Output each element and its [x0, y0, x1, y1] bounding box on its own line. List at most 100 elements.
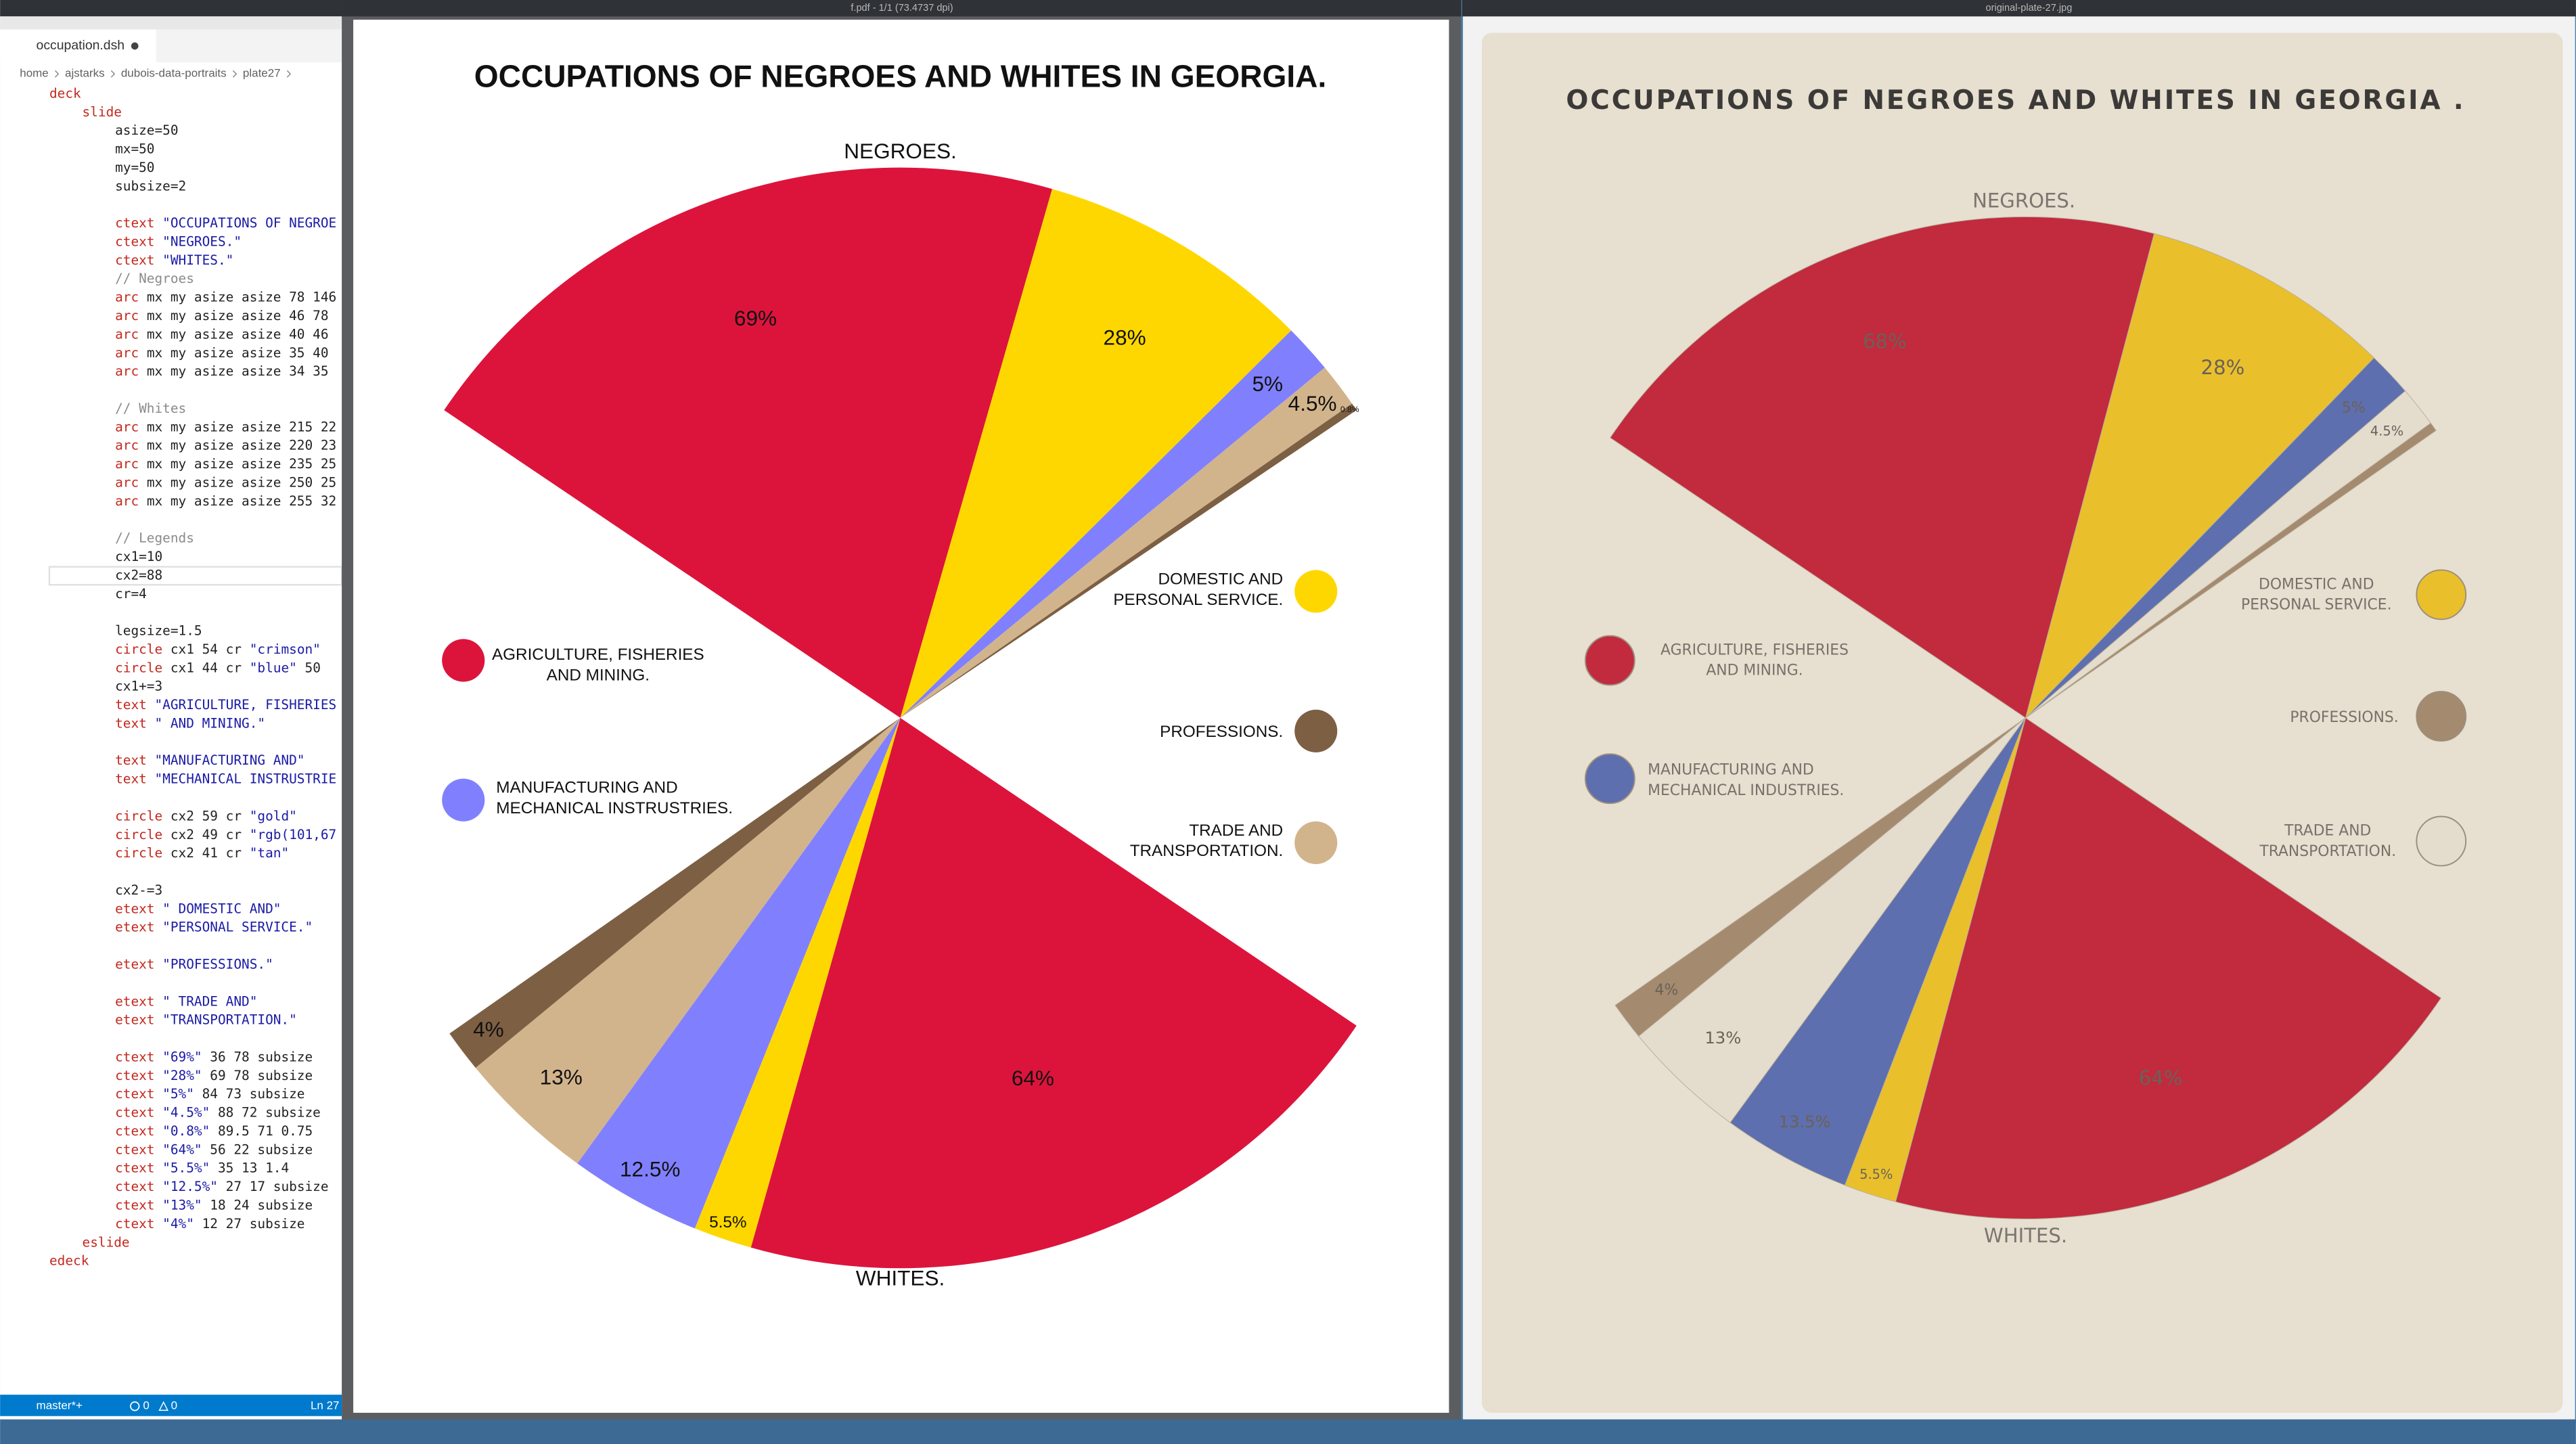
wedge — [1638, 717, 2026, 1123]
wedge — [900, 367, 1353, 718]
value-label: 5% — [1252, 371, 1283, 396]
code-line: mx=50 — [115, 141, 154, 156]
wedge — [694, 717, 901, 1248]
wedge — [1614, 717, 2026, 1037]
chart-title: OCCUPATIONS OF NEGROES AND WHITES IN GEO… — [474, 59, 1327, 94]
legend-swatch — [442, 639, 485, 682]
breadcrumb-item[interactable]: home — [20, 67, 48, 80]
tab-label[interactable]: occupation.dsh — [37, 38, 125, 53]
code-line: arc mx my asize asize 235 25 — [115, 456, 336, 472]
cursor-position[interactable]: Ln 27 — [311, 1399, 340, 1412]
code-line: cx1=10 — [115, 549, 162, 564]
value-label: 13% — [540, 1065, 583, 1089]
value-label: 28% — [2201, 356, 2245, 379]
value-label: 5.5% — [709, 1213, 746, 1232]
code-line: ctext "28%" 69 78 subsize — [115, 1067, 313, 1083]
code-line: ctext "5%" 84 73 subsize — [115, 1086, 304, 1102]
code-line: cx2=88 — [115, 567, 162, 583]
wedge — [1730, 717, 2027, 1186]
code-line: text "MECHANICAL INSTRUSTRIE — [115, 771, 336, 786]
tab[interactable] — [0, 29, 156, 63]
code-line: arc mx my asize asize 255 32 — [115, 493, 336, 508]
code-line: circle cx1 54 cr "crimson" — [115, 641, 321, 656]
legend-swatch — [2416, 815, 2467, 867]
editor-window — [0, 0, 342, 1423]
image-title-bar — [1462, 0, 2576, 17]
menu-bar — [0, 16, 342, 30]
group-label: WHITES. — [856, 1266, 945, 1290]
legend-swatch — [1294, 821, 1338, 865]
breadcrumb-item[interactable]: plate27 — [243, 67, 281, 80]
value-label: 5.5% — [1859, 1167, 1893, 1182]
wedge — [1610, 217, 2155, 719]
legend-label: MANUFACTURING AND — [496, 779, 677, 797]
code-line: etext "PERSONAL SERVICE." — [115, 919, 313, 934]
code-line: cx2-=3 — [115, 882, 162, 897]
legend-label: TRADE AND — [2284, 822, 2371, 839]
wedge — [2025, 422, 2437, 719]
code-line: ctext "NEGROES." — [115, 233, 242, 249]
value-label: 4.5% — [2370, 423, 2403, 438]
code-line: ctext "64%" 56 22 subsize — [115, 1142, 313, 1157]
code-line: subsize=2 — [115, 178, 186, 194]
legend-label: AGRICULTURE, FISHERIES — [1660, 641, 1849, 658]
code-line: cr=4 — [115, 585, 147, 601]
code-line: etext "PROFESSIONS." — [115, 956, 273, 972]
code-line: ctext "5.5%" 35 13 1.4 — [115, 1160, 289, 1175]
legend-label: MECHANICAL INDUSTRIES. — [1648, 782, 1844, 799]
warning-icon — [158, 1401, 168, 1411]
image-title: original-plate-27.jpg — [1986, 3, 2073, 14]
legend-label: TRADE AND — [1189, 821, 1283, 840]
error-count[interactable]: 0 — [143, 1399, 149, 1412]
value-label: 0.8% — [1340, 405, 1359, 414]
value-label: 5% — [2342, 400, 2366, 417]
code-line: ctext "13%" 18 24 subsize — [115, 1197, 313, 1213]
code-line: text "MANUFACTURING AND" — [115, 752, 304, 768]
code-line: circle cx2 59 cr "gold" — [115, 808, 297, 823]
breadcrumb-separator — [232, 70, 238, 78]
breadcrumb-separator — [286, 70, 292, 78]
group-label: NEGROES. — [1972, 189, 2075, 212]
legend-label: AGRICULTURE, FISHERIES — [492, 646, 704, 664]
code-line: arc mx my asize asize 40 46 — [115, 326, 328, 342]
legend-label: TRANSPORTATION. — [1130, 842, 1284, 860]
group-label: WHITES. — [1984, 1224, 2067, 1247]
legend-label: MECHANICAL INSTRUSTRIES. — [496, 799, 733, 817]
wedge — [1895, 717, 2442, 1219]
legend-label: PERSONAL SERVICE. — [2241, 597, 2391, 614]
legend-label: PROFESSIONS. — [2290, 709, 2398, 726]
legend-swatch — [442, 778, 485, 821]
code-line: circle cx2 41 cr "tan" — [115, 845, 289, 861]
legend-label: DOMESTIC AND — [2259, 576, 2374, 593]
error-icon — [130, 1401, 140, 1412]
code-line: etext " DOMESTIC AND" — [115, 901, 281, 916]
legend-swatch — [1294, 709, 1338, 752]
wedge — [900, 189, 1292, 718]
code-line: arc mx my asize asize 215 22 — [115, 419, 336, 434]
value-label: 12.5% — [620, 1156, 680, 1181]
breadcrumb-item[interactable]: dubois-data-portraits — [121, 67, 227, 80]
code-line: ctext "OCCUPATIONS OF NEGROE — [115, 215, 336, 231]
legend-swatch — [1584, 753, 1635, 805]
legend-label: MANUFACTURING AND — [1648, 762, 1814, 779]
plate-chart: OCCUPATIONS OF NEGROES AND WHITES IN GEO… — [1566, 85, 2467, 1247]
breadcrumb-item[interactable]: ajstarks — [65, 67, 105, 80]
breadcrumb-separator — [110, 70, 116, 78]
chart-title: OCCUPATIONS OF NEGROES AND WHITES IN GEO… — [1566, 85, 2465, 116]
code-line: text "AGRICULTURE, FISHERIES — [115, 697, 336, 713]
code-line: ctext "0.8%" 89.5 71 0.75 — [115, 1123, 313, 1138]
code-line: my=50 — [115, 159, 154, 175]
code-line: asize=50 — [115, 122, 178, 138]
branch[interactable]: master*+ — [37, 1399, 83, 1412]
code-line: // Legends — [115, 530, 194, 545]
value-label: 4% — [473, 1017, 504, 1041]
wedge — [449, 717, 901, 1068]
warning-count[interactable]: 0 — [171, 1399, 177, 1412]
value-label: 64% — [1012, 1066, 1054, 1090]
legend-swatch — [2416, 569, 2467, 621]
legend-swatch — [1294, 570, 1338, 613]
value-label: 28% — [1104, 325, 1146, 349]
